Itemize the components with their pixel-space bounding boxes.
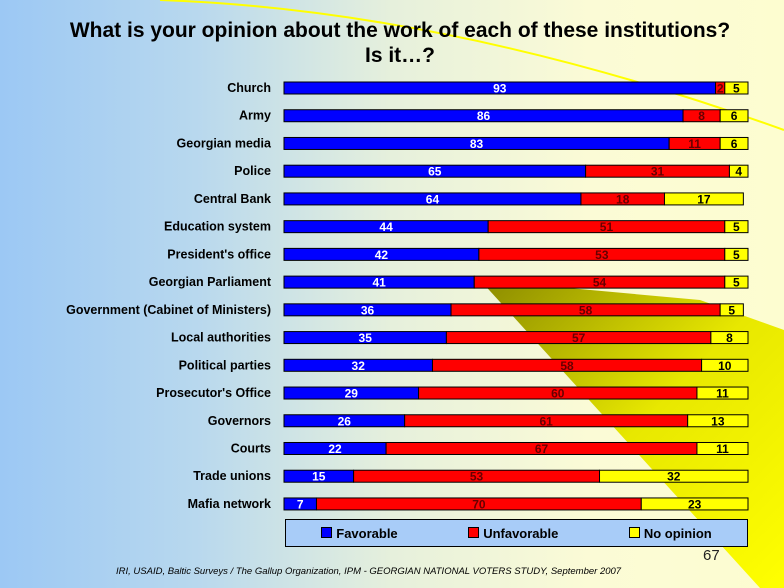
data-label: 5 [728, 303, 735, 317]
bar-no-opinion [599, 469, 749, 483]
bar-no-opinion [663, 192, 744, 206]
legend-favorable: Favorable [321, 525, 398, 541]
data-label: 5 [733, 276, 740, 290]
data-label: 10 [718, 359, 732, 373]
data-label: 5 [733, 82, 740, 96]
data-label: 2 [717, 82, 724, 96]
category-label: Political parties [179, 358, 271, 372]
data-label: 8 [726, 331, 733, 345]
legend-unfavorable: Unfavorable [468, 526, 558, 541]
page-number: 67 [703, 547, 720, 564]
data-label: 86 [477, 109, 491, 123]
data-label: 8 [698, 109, 705, 123]
category-label: Trade unions [193, 469, 271, 483]
data-label: 64 [426, 192, 440, 206]
data-label: 54 [593, 276, 607, 290]
bar-no-opinion [719, 109, 749, 123]
category-label: Police [234, 164, 271, 178]
data-label: 58 [579, 303, 593, 317]
legend-label: Unfavorable [483, 525, 559, 541]
data-label: 23 [688, 497, 702, 511]
data-label: 18 [616, 192, 630, 206]
legend-no-opinion: No opinion [628, 525, 712, 541]
bar-no-opinion [696, 441, 749, 455]
data-label: 11 [716, 387, 729, 401]
data-label: 65 [428, 165, 442, 179]
bar-no-opinion [640, 497, 749, 511]
data-label: 31 [651, 165, 665, 179]
legend-swatch [628, 526, 640, 538]
data-label: 11 [688, 137, 701, 151]
data-label: 93 [493, 82, 507, 96]
data-label: 4 [735, 165, 742, 179]
data-label: 57 [572, 331, 586, 345]
bar-no-opinion [701, 358, 749, 372]
data-label: 6 [731, 109, 738, 123]
category-label: Georgian media [177, 136, 273, 150]
data-label: 5 [733, 248, 740, 262]
data-label: 60 [551, 387, 565, 401]
data-label: 67 [535, 442, 549, 456]
bar-no-opinion [728, 164, 749, 178]
category-label: Georgian Parliament [149, 275, 272, 289]
data-label: 7 [297, 497, 304, 511]
category-label: Church [227, 81, 271, 95]
data-label: 70 [472, 497, 486, 511]
data-label: 26 [338, 414, 352, 428]
category-label: Government (Cabinet of Ministers) [66, 303, 271, 317]
legend-label: No opinion [643, 525, 712, 541]
bar-no-opinion [719, 303, 744, 317]
data-label: 42 [375, 248, 389, 262]
data-label: 58 [560, 359, 574, 373]
category-label: Prosecutor's Office [156, 386, 271, 400]
data-label: 17 [697, 192, 711, 206]
category-label: President's office [167, 247, 271, 261]
bar-no-opinion [719, 136, 749, 150]
data-label: 51 [600, 220, 614, 234]
data-label: 53 [470, 470, 484, 484]
data-label: 83 [470, 137, 484, 151]
bar-no-opinion [724, 275, 749, 289]
bar-no-opinion [696, 386, 749, 400]
data-label: 29 [345, 387, 359, 401]
category-label: Courts [231, 441, 271, 455]
category-label: Local authorities [171, 331, 271, 345]
data-label: 32 [352, 359, 366, 373]
category-label: Education system [164, 220, 271, 234]
data-label: 11 [716, 442, 729, 456]
data-label: 35 [359, 331, 373, 345]
legend-swatch [468, 526, 480, 538]
data-label: 41 [372, 276, 386, 290]
data-label: 6 [731, 137, 738, 151]
bar-no-opinion [710, 331, 749, 345]
bar-no-opinion [724, 81, 749, 95]
data-label: 44 [379, 220, 393, 234]
data-label: 53 [595, 248, 609, 262]
source-note: IRI, USAID, Baltic Surveys / The Gallup … [116, 566, 622, 577]
bar-no-opinion [724, 220, 749, 234]
data-label: 61 [539, 414, 553, 428]
legend-swatch [321, 526, 333, 538]
bar-no-opinion [687, 414, 749, 428]
data-label: 22 [328, 442, 342, 456]
data-label: 36 [361, 303, 375, 317]
category-label: Army [239, 109, 271, 123]
data-label: 13 [711, 414, 725, 428]
legend: Favorable Unfavorable No opinion [285, 519, 748, 547]
data-label: 32 [667, 470, 681, 484]
category-label: Central Bank [194, 192, 271, 206]
legend-label: Favorable [336, 525, 398, 541]
category-label: Mafia network [188, 497, 271, 511]
data-label: 15 [312, 470, 326, 484]
category-label: Governors [208, 414, 271, 428]
data-label: 5 [733, 220, 740, 234]
bar-no-opinion [724, 247, 749, 261]
chart-title: What is your opinion about the work of e… [69, 19, 731, 67]
